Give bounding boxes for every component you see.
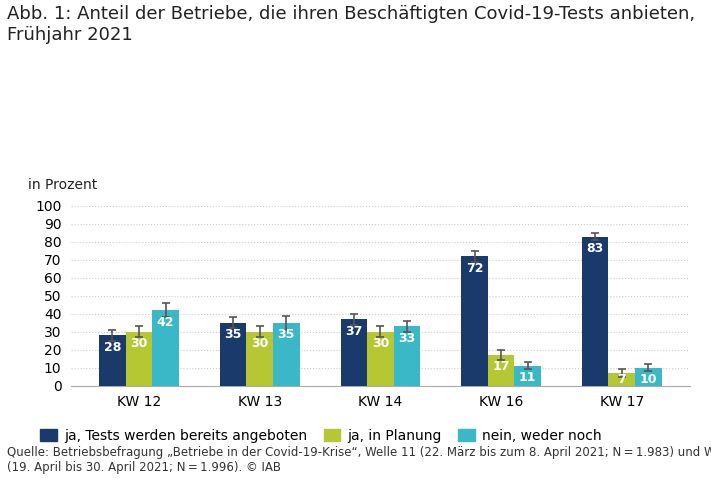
Bar [100, 335, 126, 386]
Text: 42: 42 [157, 316, 174, 329]
Text: 72: 72 [466, 262, 483, 274]
Text: 7: 7 [617, 373, 626, 386]
Text: 28: 28 [104, 341, 121, 354]
Text: 37: 37 [345, 325, 363, 338]
Text: 35: 35 [225, 328, 242, 341]
Bar [152, 310, 179, 386]
Bar [126, 332, 152, 386]
Text: 10: 10 [639, 373, 657, 386]
Legend: ja, Tests werden bereits angeboten, ja, in Planung, nein, weder noch: ja, Tests werden bereits angeboten, ja, … [35, 423, 607, 448]
Text: 83: 83 [587, 242, 604, 255]
Text: Abb. 1: Anteil der Betriebe, die ihren Beschäftigten Covid-19-Tests anbieten,
Fr: Abb. 1: Anteil der Betriebe, die ihren B… [7, 5, 695, 44]
Text: 30: 30 [251, 337, 268, 350]
Bar [220, 323, 247, 386]
Text: 11: 11 [519, 371, 536, 384]
Bar [582, 237, 609, 386]
Text: 30: 30 [372, 337, 389, 350]
Text: 30: 30 [130, 337, 148, 350]
Text: 33: 33 [398, 332, 415, 345]
Bar [367, 332, 394, 386]
Bar [514, 366, 541, 386]
Bar [341, 319, 367, 386]
Bar [609, 373, 635, 386]
Bar [635, 368, 661, 386]
Bar [488, 355, 514, 386]
Bar [273, 323, 299, 386]
Bar [394, 326, 420, 386]
Text: in Prozent: in Prozent [28, 178, 97, 192]
Text: 35: 35 [277, 328, 295, 341]
Text: Quelle: Betriebsbefragung „Betriebe in der Covid-19-Krise“, Welle 11 (22. März b: Quelle: Betriebsbefragung „Betriebe in d… [7, 446, 711, 474]
Bar [461, 256, 488, 386]
Bar [247, 332, 273, 386]
Text: 17: 17 [492, 361, 510, 374]
